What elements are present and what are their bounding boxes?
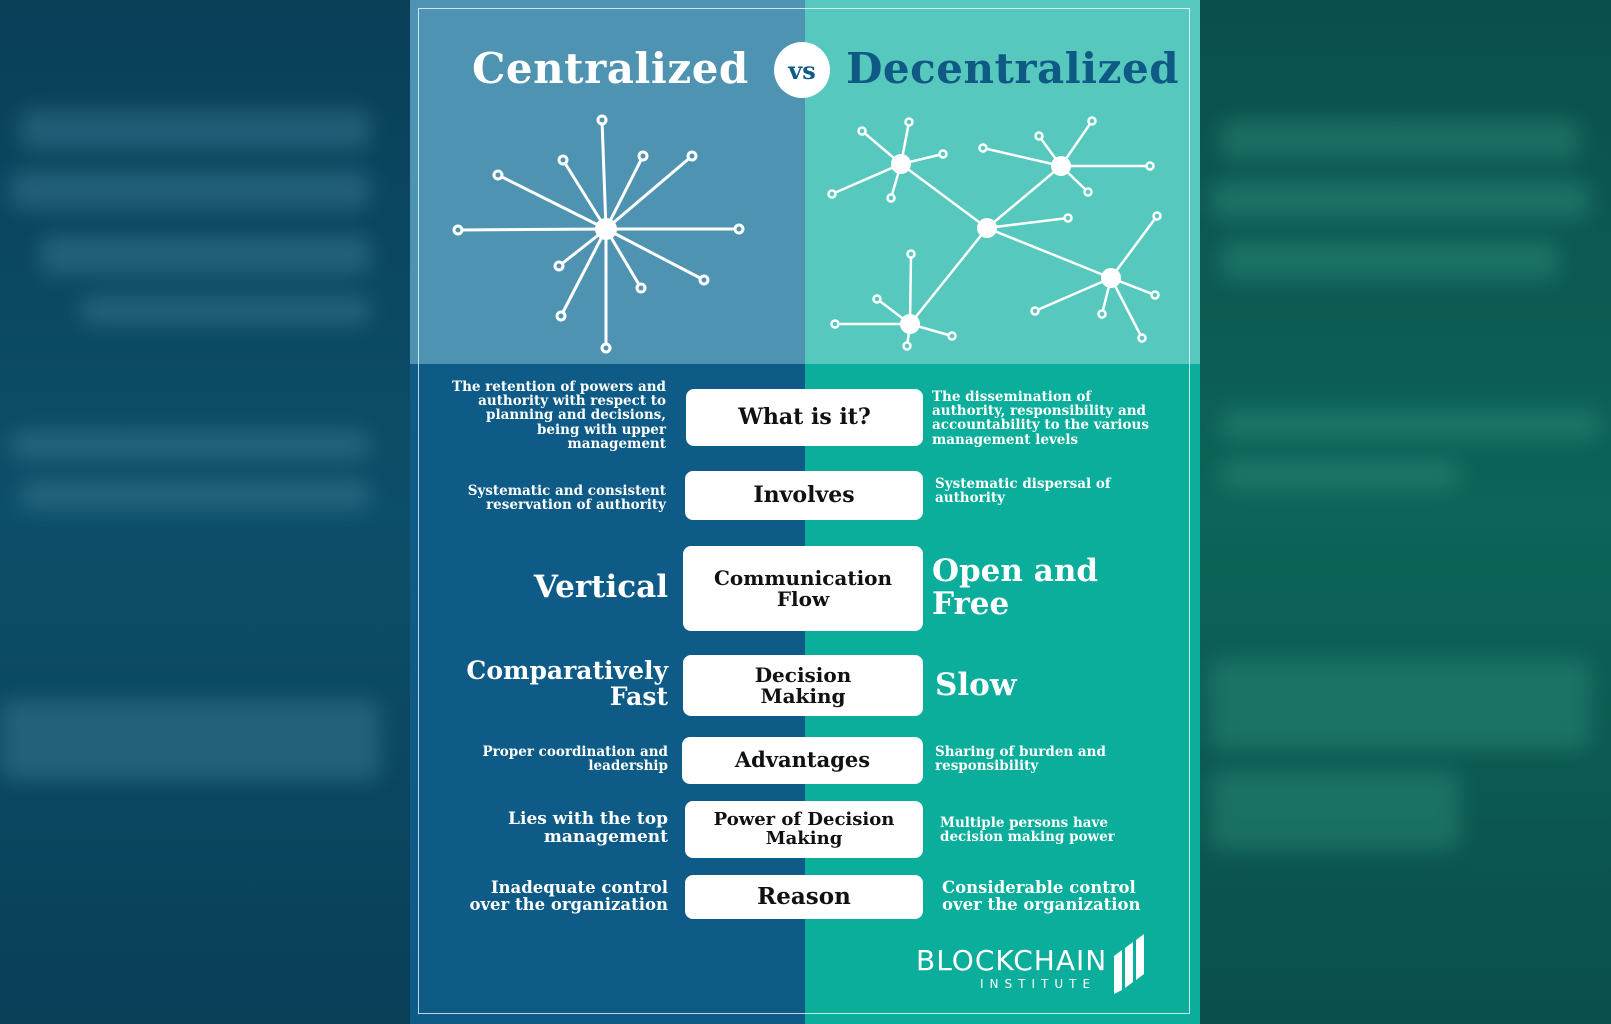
row-communication-flow-label: Communication Flow [683, 546, 923, 631]
row-what-is-it-label: What is it? [686, 389, 923, 446]
blockchain-institute-logo: BLOCKCHAIN INSTITUTE [916, 930, 1176, 1000]
row-power-centralized: Lies with the top management [508, 809, 668, 847]
row-communication-flow-decentralized: Open and Free [932, 553, 1099, 622]
row-decision-making-centralized: Comparatively Fast [466, 656, 668, 712]
row-involves-centralized: Systematic and consistent reservation of… [467, 483, 666, 514]
row-involves-label: Involves [685, 471, 923, 520]
row-power-label: Power of Decision Making [685, 801, 923, 858]
decentralized-title: Decentralized [846, 44, 1180, 93]
row-advantages-label: Advantages [682, 737, 923, 784]
row-what-is-it-decentralized: The dissemination of authority, responsi… [932, 389, 1149, 448]
row-decision-making-label: Decision Making [683, 655, 923, 716]
comparison-poster: Centralized vs Decentralized [410, 0, 1200, 1024]
centralized-title: Centralized [472, 44, 749, 93]
star-network-icon [452, 114, 745, 354]
row-involves-decentralized: Systematic dispersal of authority [935, 476, 1111, 507]
row-power-decentralized: Multiple persons have decision making po… [940, 815, 1115, 846]
row-decision-making-decentralized: Slow [935, 667, 1017, 703]
logo-wordmark: BLOCKCHAIN [916, 944, 1108, 977]
mesh-network-icon [827, 116, 1162, 351]
row-advantages-centralized: Proper coordination and leadership [482, 744, 668, 775]
row-reason-label: Reason [685, 875, 923, 919]
vs-badge: vs [774, 42, 830, 98]
row-reason-decentralized: Considerable control over the organizati… [942, 878, 1141, 915]
poster-frame [418, 8, 1190, 1014]
blockchain-institute-logo-icon [1114, 934, 1144, 994]
row-advantages-decentralized: Sharing of burden and responsibility [935, 744, 1106, 775]
logo-subtitle: INSTITUTE [980, 977, 1097, 991]
background-left-blur [0, 0, 410, 1024]
row-reason-centralized: Inadequate control over the organization [469, 878, 668, 915]
row-communication-flow-centralized: Vertical [533, 569, 668, 605]
background-right-blur [1200, 0, 1611, 1024]
decentralized-header-panel [805, 0, 1200, 364]
row-what-is-it-centralized: The retention of powers and authority wi… [452, 379, 666, 452]
